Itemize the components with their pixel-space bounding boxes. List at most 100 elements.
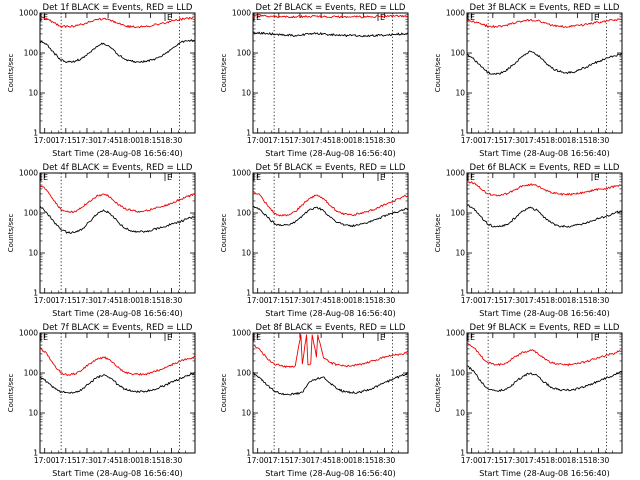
marker-label: E bbox=[380, 173, 385, 182]
y-axis-label: Counts/sec bbox=[434, 54, 442, 93]
events-series-line bbox=[466, 204, 623, 228]
marker-label: E bbox=[470, 333, 475, 342]
x-tick-label: 17:15 bbox=[55, 136, 77, 145]
x-tick-label: 18:15 bbox=[140, 296, 162, 305]
x-axis-label: Start Time (28-Aug-08 16:56:40) bbox=[479, 469, 610, 478]
marker-label: E bbox=[594, 13, 599, 22]
x-tick-label: 17:15 bbox=[268, 296, 290, 305]
marker-label: E bbox=[167, 333, 172, 342]
y-tick-label: 10 bbox=[28, 89, 38, 98]
x-tick-label: 17:15 bbox=[55, 296, 77, 305]
x-tick-label: 18:00 bbox=[331, 456, 353, 465]
y-tick-label: 1 bbox=[246, 129, 251, 138]
y-tick-label: 1 bbox=[33, 289, 38, 298]
events-series-line bbox=[252, 205, 409, 228]
x-tick-label: 17:45 bbox=[524, 136, 546, 145]
x-tick-label: 17:30 bbox=[503, 456, 525, 465]
x-tick-label: 18:30 bbox=[588, 456, 610, 465]
marker-label: E bbox=[256, 173, 261, 182]
y-axis-label: Counts/sec bbox=[7, 54, 15, 93]
marker-label: E bbox=[43, 13, 48, 22]
marker-label: E bbox=[43, 333, 48, 342]
x-tick-label: 17:15 bbox=[482, 296, 504, 305]
y-tick-label: 100 bbox=[24, 209, 39, 218]
y-tick-label: 10 bbox=[241, 409, 251, 418]
marker-label: E bbox=[43, 173, 48, 182]
y-axis-label: Counts/sec bbox=[7, 214, 15, 253]
x-tick-label: 17:30 bbox=[289, 296, 311, 305]
chart-title: Det 9f BLACK = Events, RED = LLD bbox=[470, 323, 620, 333]
chart-panel: Det 9f BLACK = Events, RED = LLD Counts/s… bbox=[434, 323, 623, 478]
chart-title: Det 1f BLACK = Events, RED = LLD bbox=[43, 3, 193, 13]
x-tick-label: 18:15 bbox=[567, 136, 589, 145]
lld-series-line bbox=[252, 334, 409, 368]
events-series-line bbox=[252, 31, 409, 38]
x-axis-label: Start Time (28-Aug-08 16:56:40) bbox=[479, 149, 610, 158]
y-tick-label: 100 bbox=[237, 49, 252, 58]
x-tick-label: 18:00 bbox=[118, 136, 140, 145]
y-tick-label: 10 bbox=[241, 89, 251, 98]
marker-label: E bbox=[380, 13, 385, 22]
events-series-line bbox=[39, 372, 196, 394]
y-tick-label: 100 bbox=[451, 209, 466, 218]
x-axis-label: Start Time (28-Aug-08 16:56:40) bbox=[52, 149, 183, 158]
x-tick-label: 17:15 bbox=[268, 136, 290, 145]
x-tick-label: 18:15 bbox=[140, 136, 162, 145]
chart-title: Det 3f BLACK = Events, RED = LLD bbox=[470, 3, 620, 13]
y-tick-label: 100 bbox=[237, 209, 252, 218]
plot-frame bbox=[39, 12, 196, 134]
x-tick-label: 18:00 bbox=[545, 136, 567, 145]
y-tick-label: 1 bbox=[33, 129, 38, 138]
lld-series-line bbox=[39, 184, 196, 213]
x-tick-label: 17:00 bbox=[247, 296, 269, 305]
x-tick-label: 17:15 bbox=[55, 456, 77, 465]
x-tick-label: 17:45 bbox=[310, 456, 332, 465]
x-tick-label: 17:15 bbox=[482, 136, 504, 145]
x-axis-label: Start Time (28-Aug-08 16:56:40) bbox=[265, 469, 396, 478]
x-tick-label: 17:00 bbox=[34, 456, 56, 465]
lld-series-line bbox=[466, 342, 623, 367]
y-tick-label: 10 bbox=[455, 409, 465, 418]
x-tick-label: 17:45 bbox=[97, 136, 119, 145]
marker-label: E bbox=[167, 13, 172, 22]
chart-title: Det 5f BLACK = Events, RED = LLD bbox=[256, 163, 406, 173]
x-tick-label: 18:30 bbox=[588, 136, 610, 145]
marker-label: E bbox=[256, 333, 261, 342]
lld-series-line bbox=[466, 18, 623, 28]
chart-title: Det 8f BLACK = Events, RED = LLD bbox=[256, 323, 406, 333]
x-tick-label: 17:30 bbox=[76, 296, 98, 305]
chart-panel: Det 3f BLACK = Events, RED = LLD Counts/s… bbox=[434, 3, 623, 158]
y-tick-label: 1000 bbox=[19, 169, 38, 178]
lld-series-line bbox=[39, 16, 196, 29]
y-axis-label: Counts/sec bbox=[220, 374, 228, 413]
x-tick-label: 17:00 bbox=[34, 296, 56, 305]
x-tick-label: 17:30 bbox=[76, 136, 98, 145]
y-tick-label: 1 bbox=[246, 449, 251, 458]
x-tick-label: 17:45 bbox=[310, 136, 332, 145]
x-tick-label: 18:00 bbox=[118, 456, 140, 465]
x-tick-label: 17:15 bbox=[268, 456, 290, 465]
y-tick-label: 100 bbox=[451, 369, 466, 378]
x-tick-label: 18:15 bbox=[353, 136, 375, 145]
x-tick-label: 18:15 bbox=[140, 456, 162, 465]
marker-label: E bbox=[380, 333, 385, 342]
lld-series-line bbox=[252, 190, 409, 217]
x-tick-label: 18:30 bbox=[161, 136, 183, 145]
x-tick-label: 17:30 bbox=[289, 136, 311, 145]
y-tick-label: 1 bbox=[460, 129, 465, 138]
y-tick-label: 100 bbox=[237, 369, 252, 378]
y-tick-label: 100 bbox=[24, 49, 39, 58]
y-tick-label: 1000 bbox=[232, 329, 251, 338]
lld-series-line bbox=[39, 347, 196, 377]
y-tick-label: 1000 bbox=[19, 9, 38, 18]
x-tick-label: 17:45 bbox=[524, 456, 546, 465]
y-tick-label: 1 bbox=[460, 449, 465, 458]
plot-frame bbox=[39, 332, 196, 454]
chart-panel: Det 1f BLACK = Events, RED = LLD Counts/s… bbox=[7, 3, 196, 158]
x-tick-label: 17:30 bbox=[503, 136, 525, 145]
events-series-line bbox=[39, 205, 196, 234]
chart-title: Det 4f BLACK = Events, RED = LLD bbox=[43, 163, 193, 173]
x-axis-label: Start Time (28-Aug-08 16:56:40) bbox=[265, 309, 396, 318]
y-axis-label: Counts/sec bbox=[220, 54, 228, 93]
x-tick-label: 17:00 bbox=[461, 456, 483, 465]
